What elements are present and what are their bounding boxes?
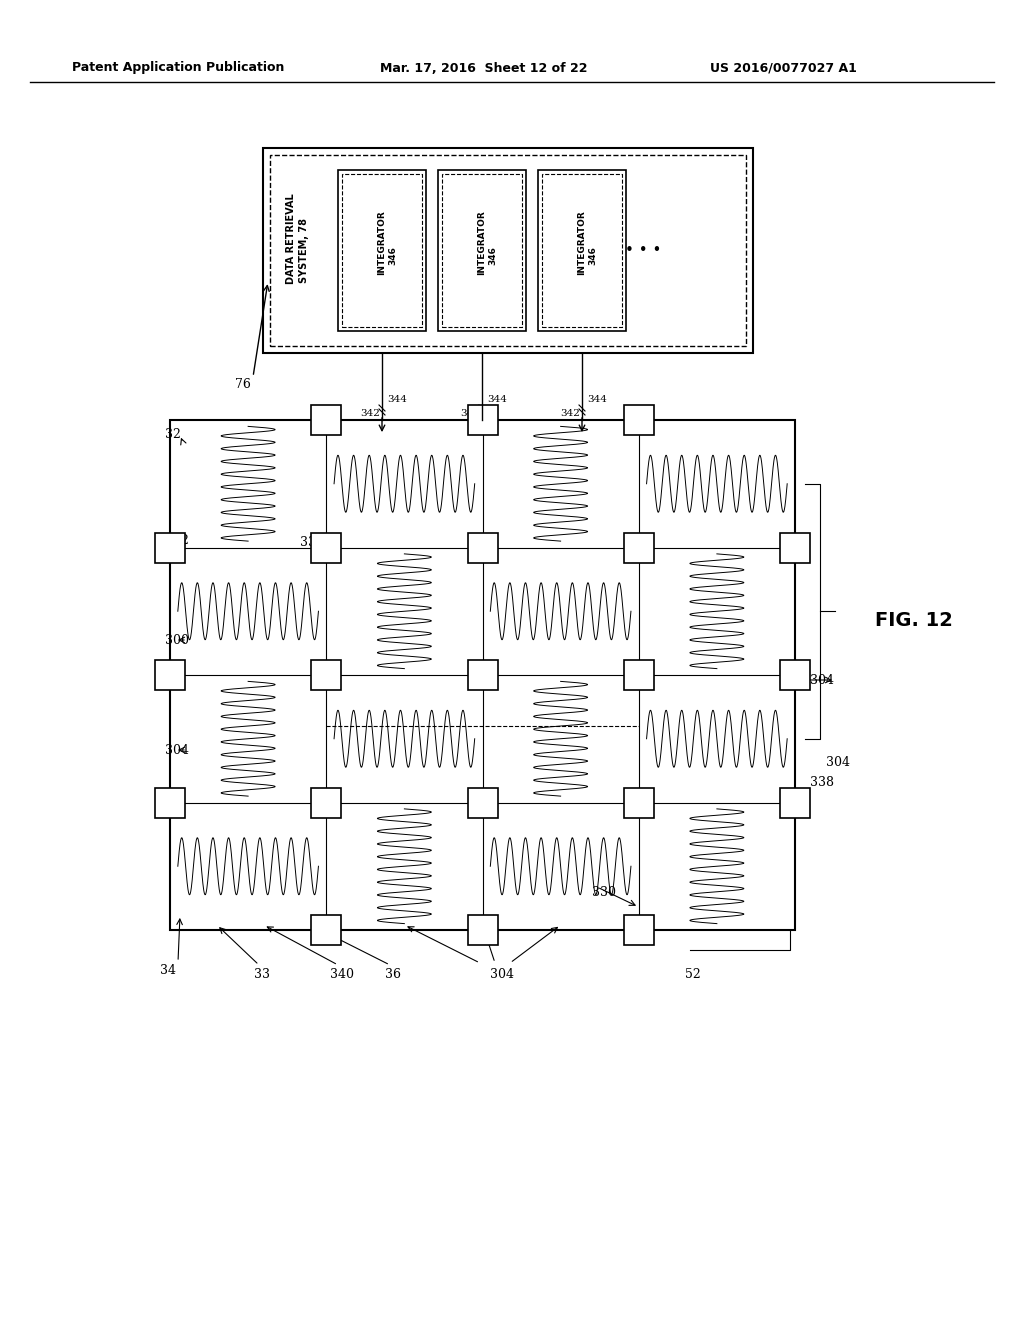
Bar <box>624 405 653 436</box>
Text: 330: 330 <box>592 886 616 899</box>
Text: 342: 342 <box>460 408 480 417</box>
Bar <box>342 174 422 327</box>
Text: 346: 346 <box>388 246 397 265</box>
Text: INTEGRATOR: INTEGRATOR <box>578 210 587 275</box>
Bar <box>468 532 498 562</box>
Text: INTEGRATOR: INTEGRATOR <box>477 210 486 275</box>
Text: 304: 304 <box>810 673 834 686</box>
Bar <box>468 405 498 436</box>
Bar <box>155 660 185 690</box>
Bar <box>624 660 653 690</box>
Bar <box>468 660 498 690</box>
Bar <box>780 788 810 817</box>
Text: 76: 76 <box>234 379 251 392</box>
Text: 344: 344 <box>487 396 507 404</box>
Text: 36: 36 <box>385 969 401 982</box>
Text: 34: 34 <box>160 964 176 977</box>
Bar <box>155 532 185 562</box>
Text: 52: 52 <box>685 969 700 982</box>
Bar <box>311 660 341 690</box>
Bar <box>780 660 810 690</box>
Bar <box>468 788 498 817</box>
Text: 342: 342 <box>560 408 580 417</box>
Text: • • •: • • • <box>625 243 662 257</box>
Text: US 2016/0077027 A1: US 2016/0077027 A1 <box>710 62 857 74</box>
Bar <box>170 420 795 931</box>
Bar <box>338 170 426 331</box>
Text: 338: 338 <box>810 776 834 788</box>
Bar <box>311 405 341 436</box>
Bar <box>155 788 185 817</box>
Text: 32: 32 <box>165 429 181 441</box>
Text: INTEGRATOR: INTEGRATOR <box>378 210 386 275</box>
Text: 344: 344 <box>587 396 607 404</box>
Bar <box>311 532 341 562</box>
Bar <box>468 915 498 945</box>
Bar <box>624 915 653 945</box>
Bar <box>624 788 653 817</box>
Text: Mar. 17, 2016  Sheet 12 of 22: Mar. 17, 2016 Sheet 12 of 22 <box>380 62 588 74</box>
Text: 304: 304 <box>490 969 514 982</box>
Text: 340: 340 <box>330 969 354 982</box>
Text: 330: 330 <box>300 536 324 549</box>
Text: Patent Application Publication: Patent Application Publication <box>72 62 285 74</box>
Bar <box>780 532 810 562</box>
Text: FIG. 12: FIG. 12 <box>874 610 953 630</box>
Text: 304: 304 <box>165 743 189 756</box>
Bar <box>263 148 753 352</box>
Text: 300: 300 <box>165 634 189 647</box>
Bar <box>270 154 746 346</box>
Text: SYSTEM, 78: SYSTEM, 78 <box>299 218 309 282</box>
Bar <box>442 174 522 327</box>
Text: 304: 304 <box>826 755 850 768</box>
Bar <box>624 532 653 562</box>
Bar <box>311 788 341 817</box>
Text: 33: 33 <box>254 969 270 982</box>
Text: 346: 346 <box>488 246 498 265</box>
Text: DATA RETRIEVAL: DATA RETRIEVAL <box>286 193 296 284</box>
Text: 346: 346 <box>589 246 597 265</box>
Text: 302: 302 <box>165 533 188 546</box>
Bar <box>542 174 622 327</box>
Text: 344: 344 <box>387 396 407 404</box>
Bar <box>438 170 526 331</box>
Text: 342: 342 <box>360 408 380 417</box>
Bar <box>311 915 341 945</box>
Bar <box>538 170 626 331</box>
